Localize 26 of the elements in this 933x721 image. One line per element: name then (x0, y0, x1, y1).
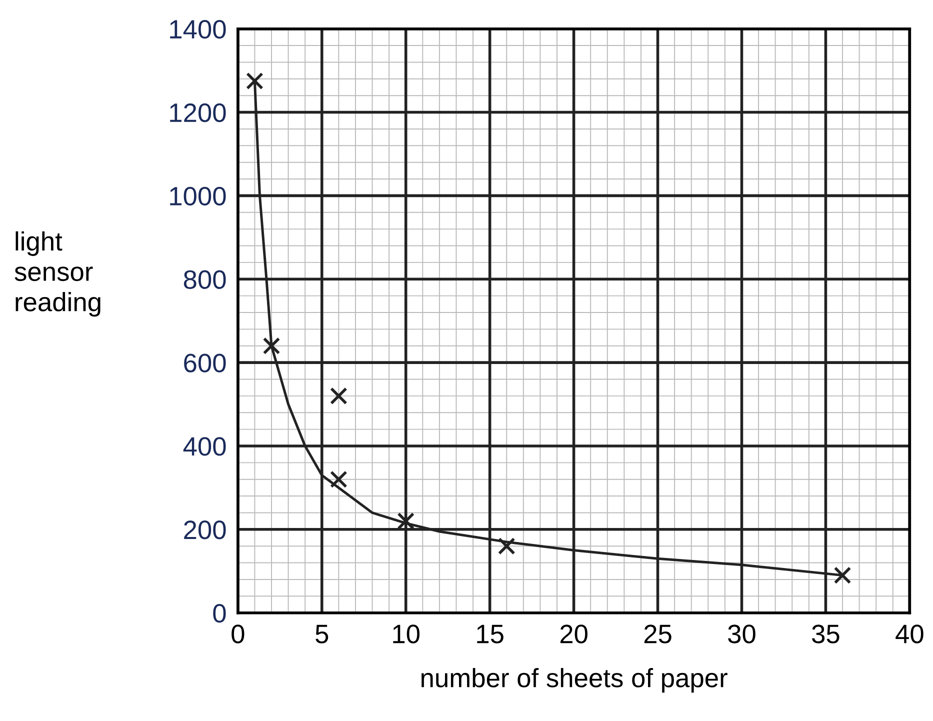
x-tick-label: 25 (644, 624, 672, 644)
x-tick-label: 40 (896, 624, 924, 644)
y-axis-title: light sensor reading (14, 231, 100, 317)
point (262, 337, 280, 355)
y-tick-label: 600 (184, 354, 226, 372)
point (246, 72, 264, 90)
point (330, 470, 348, 488)
y-tick-label: 800 (184, 270, 226, 289)
x-tick-label: 10 (393, 624, 420, 644)
y-tick-label: 0 (213, 604, 226, 623)
y-tick-label: 400 (183, 437, 226, 456)
y-tick-label: 1000 (170, 186, 226, 206)
x-tick-label: 20 (560, 624, 588, 644)
x-tick-label: 35 (812, 624, 840, 644)
point (397, 512, 415, 530)
x-tick-label: 15 (477, 624, 504, 644)
x-tick-label: 30 (728, 624, 756, 644)
x-tick-label: 5 (316, 624, 328, 644)
y-tick-label: 1200 (170, 103, 226, 122)
y-tick-label: 1400 (170, 20, 226, 39)
point (834, 566, 852, 584)
y-tick-label: 200 (184, 520, 226, 540)
point (330, 387, 348, 405)
x-tick-label: 0 (232, 624, 244, 644)
point (498, 537, 516, 555)
x-axis-title: number of sheets of paper (422, 668, 728, 693)
